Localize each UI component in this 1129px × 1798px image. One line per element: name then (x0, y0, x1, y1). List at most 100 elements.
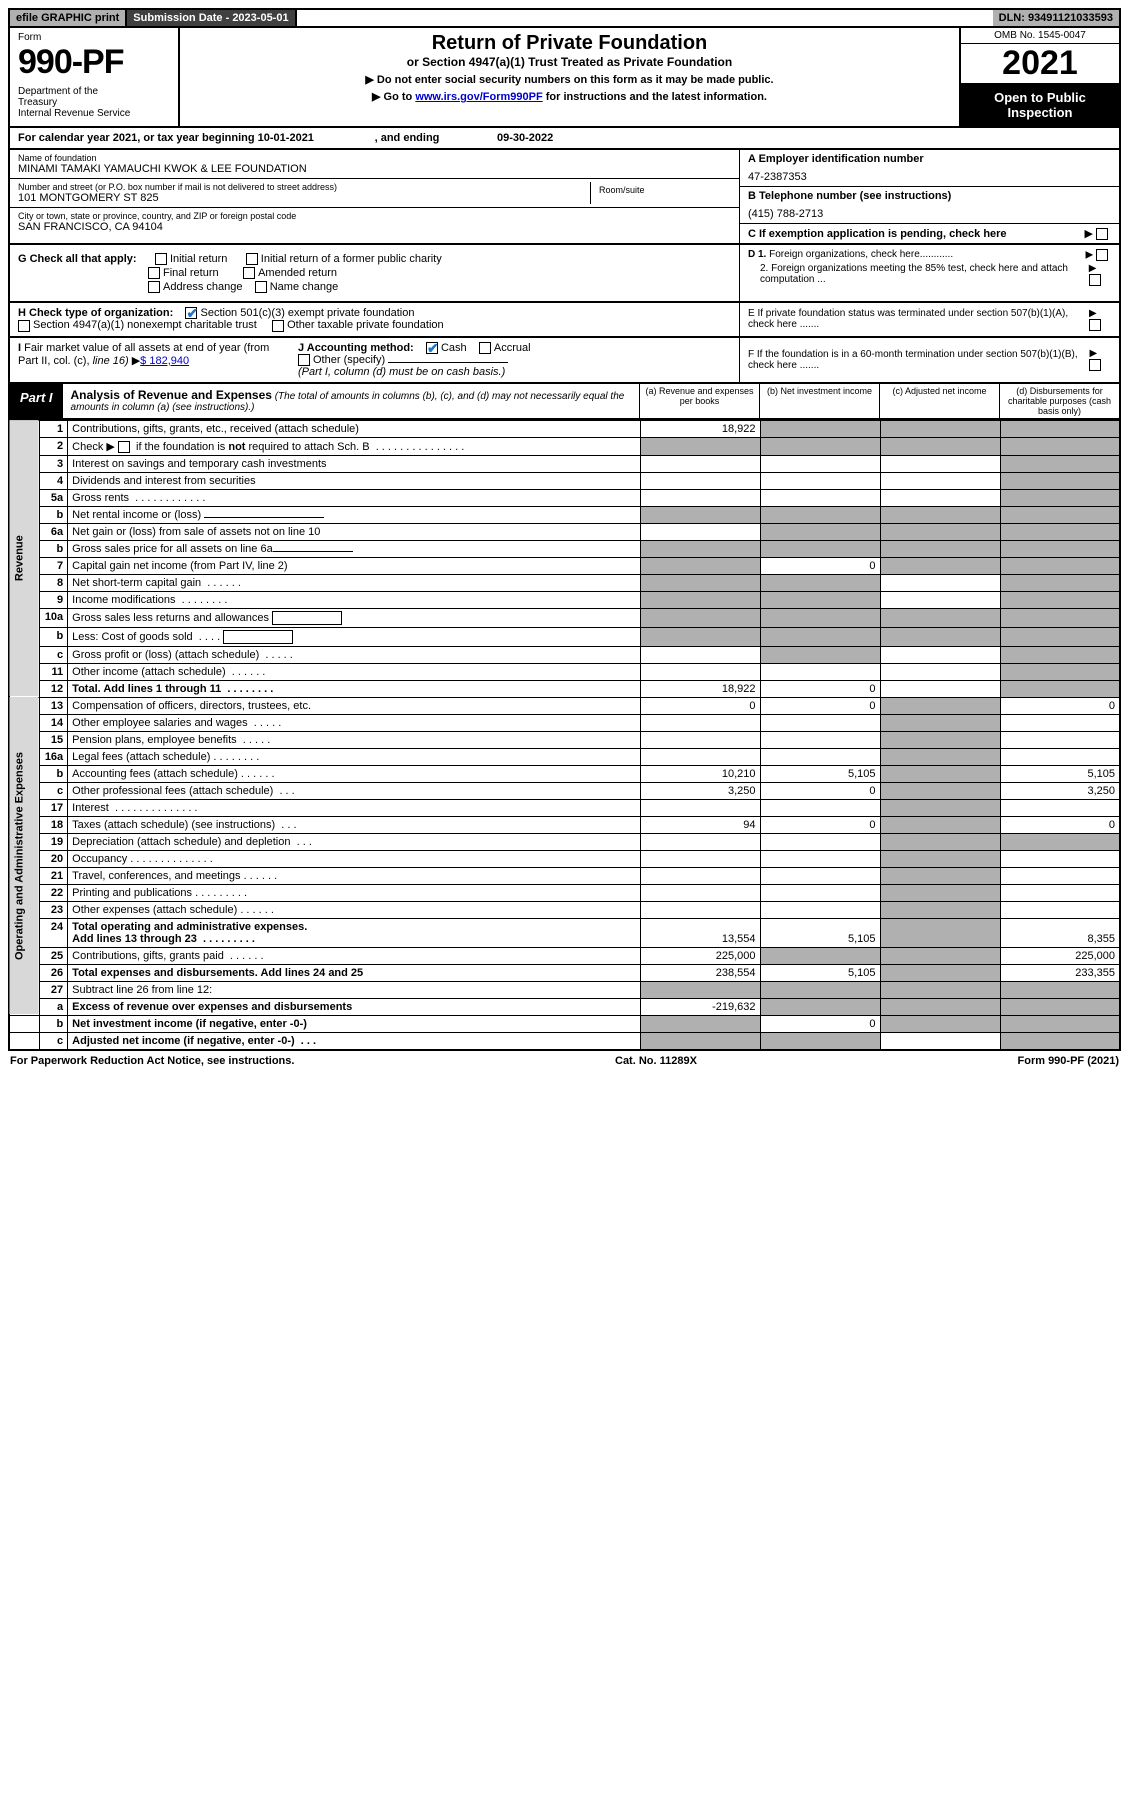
expenses-sidelabel: Operating and Administrative Expenses (9, 697, 40, 1015)
initial-return-former-checkbox[interactable] (246, 253, 258, 265)
ein-cell: A Employer identification number 47-2387… (740, 150, 1119, 187)
identity-block: Name of foundation MINAMI TAMAKI YAMAUCH… (8, 150, 1121, 245)
phone-cell: B Telephone number (see instructions) (4… (740, 187, 1119, 224)
instruction-2: ▶ Go to www.irs.gov/Form990PF for instru… (188, 90, 951, 103)
accrual-checkbox[interactable] (479, 342, 491, 354)
footer-right: Form 990-PF (2021) (1018, 1055, 1120, 1067)
part1-header: Part I Analysis of Revenue and Expenses … (8, 384, 1121, 420)
line-27a-a: -219,632 (640, 998, 760, 1015)
other-method-checkbox[interactable] (298, 354, 310, 366)
line-24: Total operating and administrative expen… (68, 918, 640, 947)
form-subtitle: or Section 4947(a)(1) Trust Treated as P… (188, 55, 951, 69)
name-change-checkbox[interactable] (255, 281, 267, 293)
line-27: Subtract line 26 from line 12: (68, 981, 640, 998)
line-13-d: 0 (1000, 697, 1120, 714)
address-change-checkbox[interactable] (148, 281, 160, 293)
line-18: Taxes (attach schedule) (see instruction… (68, 816, 640, 833)
line-18-a: 94 (640, 816, 760, 833)
line-26-a: 238,554 (640, 964, 760, 981)
footer-mid: Cat. No. 11289X (615, 1055, 697, 1067)
sch-b-checkbox[interactable] (118, 441, 130, 453)
line-27b: Net investment income (if negative, ente… (68, 1015, 640, 1032)
line-18-d: 0 (1000, 816, 1120, 833)
h-e-row: H Check type of organization: Section 50… (8, 303, 1121, 337)
line-25-a: 225,000 (640, 947, 760, 964)
e-checkbox[interactable] (1089, 319, 1101, 331)
initial-return-checkbox[interactable] (155, 253, 167, 265)
line-16c-a: 3,250 (640, 782, 760, 799)
line-20: Occupancy . . . . . . . . . . . . . . (68, 850, 640, 867)
line-25: Contributions, gifts, grants paid . . . … (68, 947, 640, 964)
i-block: I Fair market value of all assets at end… (18, 342, 278, 378)
line-5b: Net rental income or (loss) (68, 506, 640, 523)
line-12: Total. Add lines 1 through 11 . . . . . … (68, 680, 640, 697)
line-5a: Gross rents . . . . . . . . . . . . (68, 489, 640, 506)
final-return-checkbox[interactable] (148, 267, 160, 279)
d1-checkbox[interactable] (1096, 249, 1108, 261)
line-27b-b: 0 (760, 1015, 880, 1032)
line-14: Other employee salaries and wages . . . … (68, 714, 640, 731)
line-16a: Legal fees (attach schedule) . . . . . .… (68, 748, 640, 765)
d2-checkbox[interactable] (1089, 274, 1101, 286)
line-16c-b: 0 (760, 782, 880, 799)
line-10b: Less: Cost of goods sold . . . . (68, 627, 640, 646)
revenue-sidelabel: Revenue (9, 420, 40, 697)
part1-table: Revenue 1 Contributions, gifts, grants, … (8, 420, 1121, 1051)
line-19: Depreciation (attach schedule) and deple… (68, 833, 640, 850)
efile-label[interactable]: efile GRAPHIC print (10, 10, 127, 26)
line-16b-a: 10,210 (640, 765, 760, 782)
page-footer: For Paperwork Reduction Act Notice, see … (8, 1051, 1121, 1071)
form-header: Form 990-PF Department of theTreasuryInt… (8, 28, 1121, 128)
exemption-checkbox[interactable] (1096, 228, 1108, 240)
col-d-header: (d) Disbursements for charitable purpose… (999, 384, 1119, 418)
line-4: Dividends and interest from securities (68, 472, 640, 489)
tax-year-begin: 10-01-2021 (258, 132, 314, 144)
amended-return-checkbox[interactable] (243, 267, 255, 279)
line-8: Net short-term capital gain . . . . . . (68, 574, 640, 591)
header-middle: Return of Private Foundation or Section … (180, 28, 959, 126)
col-b-header: (b) Net investment income (759, 384, 879, 418)
line-10c: Gross profit or (loss) (attach schedule)… (68, 646, 640, 663)
g-label: G Check all that apply: (18, 253, 137, 265)
exemption-pending-cell: C If exemption application is pending, c… (740, 224, 1119, 243)
line-16c: Other professional fees (attach schedule… (68, 782, 640, 799)
line-15: Pension plans, employee benefits . . . .… (68, 731, 640, 748)
line-26: Total expenses and disbursements. Add li… (68, 964, 640, 981)
line-27c: Adjusted net income (if negative, enter … (68, 1032, 640, 1050)
col-c-header: (c) Adjusted net income (879, 384, 999, 418)
fmv-value: $ 182,940 (140, 355, 189, 367)
col-a-header: (a) Revenue and expenses per books (639, 384, 759, 418)
city-value: SAN FRANCISCO, CA 94104 (18, 221, 731, 233)
501c3-checkbox[interactable] (185, 307, 197, 319)
f-checkbox[interactable] (1089, 359, 1101, 371)
line-23: Other expenses (attach schedule) . . . .… (68, 901, 640, 918)
line-9: Income modifications . . . . . . . . (68, 591, 640, 608)
line-16c-d: 3,250 (1000, 782, 1120, 799)
line-6a: Net gain or (loss) from sale of assets n… (68, 523, 640, 540)
form-number: 990-PF (18, 43, 170, 82)
j-block: J Accounting method: Cash Accrual Other … (278, 342, 731, 378)
line-16b-b: 5,105 (760, 765, 880, 782)
line-12-b: 0 (760, 680, 880, 697)
open-public-label: Open to Public Inspection (961, 84, 1119, 126)
h-label: H Check type of organization: (18, 307, 173, 319)
dln-label: DLN: 93491121033593 (993, 10, 1119, 26)
form-word: Form (18, 32, 170, 43)
4947a1-checkbox[interactable] (18, 320, 30, 332)
part1-tag: Part I (10, 384, 63, 418)
other-taxable-checkbox[interactable] (272, 320, 284, 332)
line-13-b: 0 (760, 697, 880, 714)
room-suite-cell: Room/suite (591, 182, 731, 204)
line-26-b: 5,105 (760, 964, 880, 981)
instructions-link[interactable]: www.irs.gov/Form990PF (415, 91, 542, 103)
cash-checkbox[interactable] (426, 342, 438, 354)
line-21: Travel, conferences, and meetings . . . … (68, 867, 640, 884)
address-value: 101 MONTGOMERY ST 825 (18, 192, 590, 204)
g-d-row: G Check all that apply: Initial return I… (8, 245, 1121, 303)
line-2: Check ▶ if the foundation is not require… (68, 437, 640, 455)
tax-year: 2021 (961, 44, 1119, 84)
line-18-b: 0 (760, 816, 880, 833)
tax-year-end: 09-30-2022 (497, 132, 553, 144)
line-6b: Gross sales price for all assets on line… (68, 540, 640, 557)
line-22: Printing and publications . . . . . . . … (68, 884, 640, 901)
